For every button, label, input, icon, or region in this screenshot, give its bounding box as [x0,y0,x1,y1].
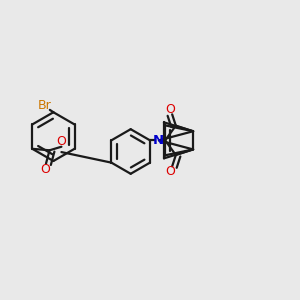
Text: N: N [153,134,164,147]
Text: O: O [166,165,176,178]
Text: Br: Br [38,99,51,112]
Text: O: O [40,163,50,176]
Text: O: O [166,103,176,116]
Text: O: O [56,135,66,148]
